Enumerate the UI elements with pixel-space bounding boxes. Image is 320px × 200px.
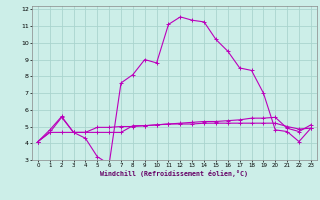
- X-axis label: Windchill (Refroidissement éolien,°C): Windchill (Refroidissement éolien,°C): [100, 170, 248, 177]
